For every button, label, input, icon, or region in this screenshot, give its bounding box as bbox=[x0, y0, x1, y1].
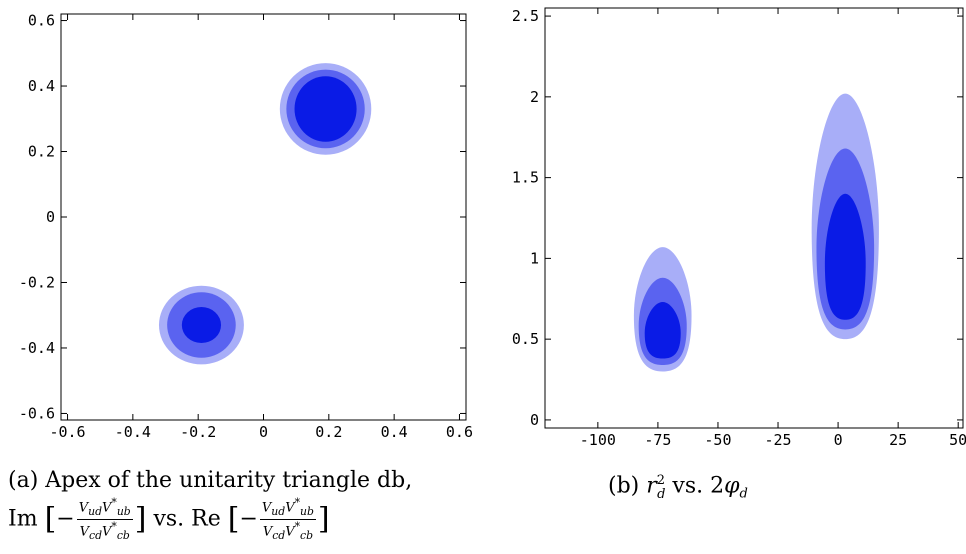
y-tick-label-b-5: 2.5 bbox=[512, 7, 539, 25]
y-tick-label-a-1: -0.4 bbox=[19, 339, 55, 357]
frame-b bbox=[544, 7, 964, 429]
x-tick-label-a-4: 0.2 bbox=[315, 423, 342, 441]
y-tick-label-a-3: 0 bbox=[46, 208, 55, 226]
x-tick-label-a-6: 0.6 bbox=[446, 423, 473, 441]
caption-a: (a) Apex of the unitarity triangle db, I… bbox=[8, 466, 412, 543]
frac-den: VcdV*cb bbox=[79, 519, 130, 542]
x-tick-label-a-1: -0.4 bbox=[115, 423, 151, 441]
x-tick-label-a-3: 0 bbox=[259, 423, 268, 441]
x-tick-label-a-0: -0.6 bbox=[49, 423, 85, 441]
y-tick-label-b-1: 0.5 bbox=[512, 330, 539, 348]
caption-a-line1: (a) Apex of the unitarity triangle db, bbox=[8, 468, 413, 493]
x-tick-label-b-0: -100 bbox=[580, 431, 616, 449]
y-tick-label-a-4: 0.2 bbox=[28, 143, 55, 161]
x-tick-label-b-5: 25 bbox=[889, 431, 907, 449]
region-b-inner-5 bbox=[824, 193, 866, 320]
y-tick-label-b-3: 1.5 bbox=[512, 169, 539, 187]
plot-area-b bbox=[633, 93, 879, 372]
region-a-inner-2 bbox=[294, 76, 357, 142]
x-tick-label-a-2: -0.2 bbox=[180, 423, 216, 441]
y-tick-label-a-2: -0.2 bbox=[19, 273, 55, 291]
x-tick-label-b-6: 50 bbox=[949, 431, 966, 449]
y-tick-label-b-0: 0 bbox=[530, 411, 539, 429]
x-tick-label-b-3: -25 bbox=[764, 431, 791, 449]
x-tick-label-a-5: 0.4 bbox=[381, 423, 408, 441]
caption-b: (b) r2d vs. 2φd bbox=[608, 473, 748, 502]
plot-area-a bbox=[158, 63, 372, 365]
frac-num: VudV*ub bbox=[76, 496, 133, 520]
y-tick-label-a-5: 0.4 bbox=[28, 77, 55, 95]
frame-a bbox=[60, 13, 467, 421]
caption-a-line2: Im [− VudV*ub VcdV*cb] vs. Re [− VudV*ub Vcd… bbox=[8, 496, 330, 542]
y-tick-label-a-6: 0.6 bbox=[28, 12, 55, 30]
x-tick-label-b-1: -75 bbox=[644, 431, 671, 449]
x-tick-label-b-4: 0 bbox=[834, 431, 843, 449]
y-tick-label-a-0: -0.6 bbox=[19, 404, 55, 422]
x-tick-label-b-2: -50 bbox=[704, 431, 731, 449]
region-b-inner-2 bbox=[644, 302, 681, 359]
y-tick-label-b-2: 1 bbox=[530, 249, 539, 267]
y-tick-label-b-4: 2 bbox=[530, 88, 539, 106]
region-a-inner-5 bbox=[181, 307, 222, 344]
